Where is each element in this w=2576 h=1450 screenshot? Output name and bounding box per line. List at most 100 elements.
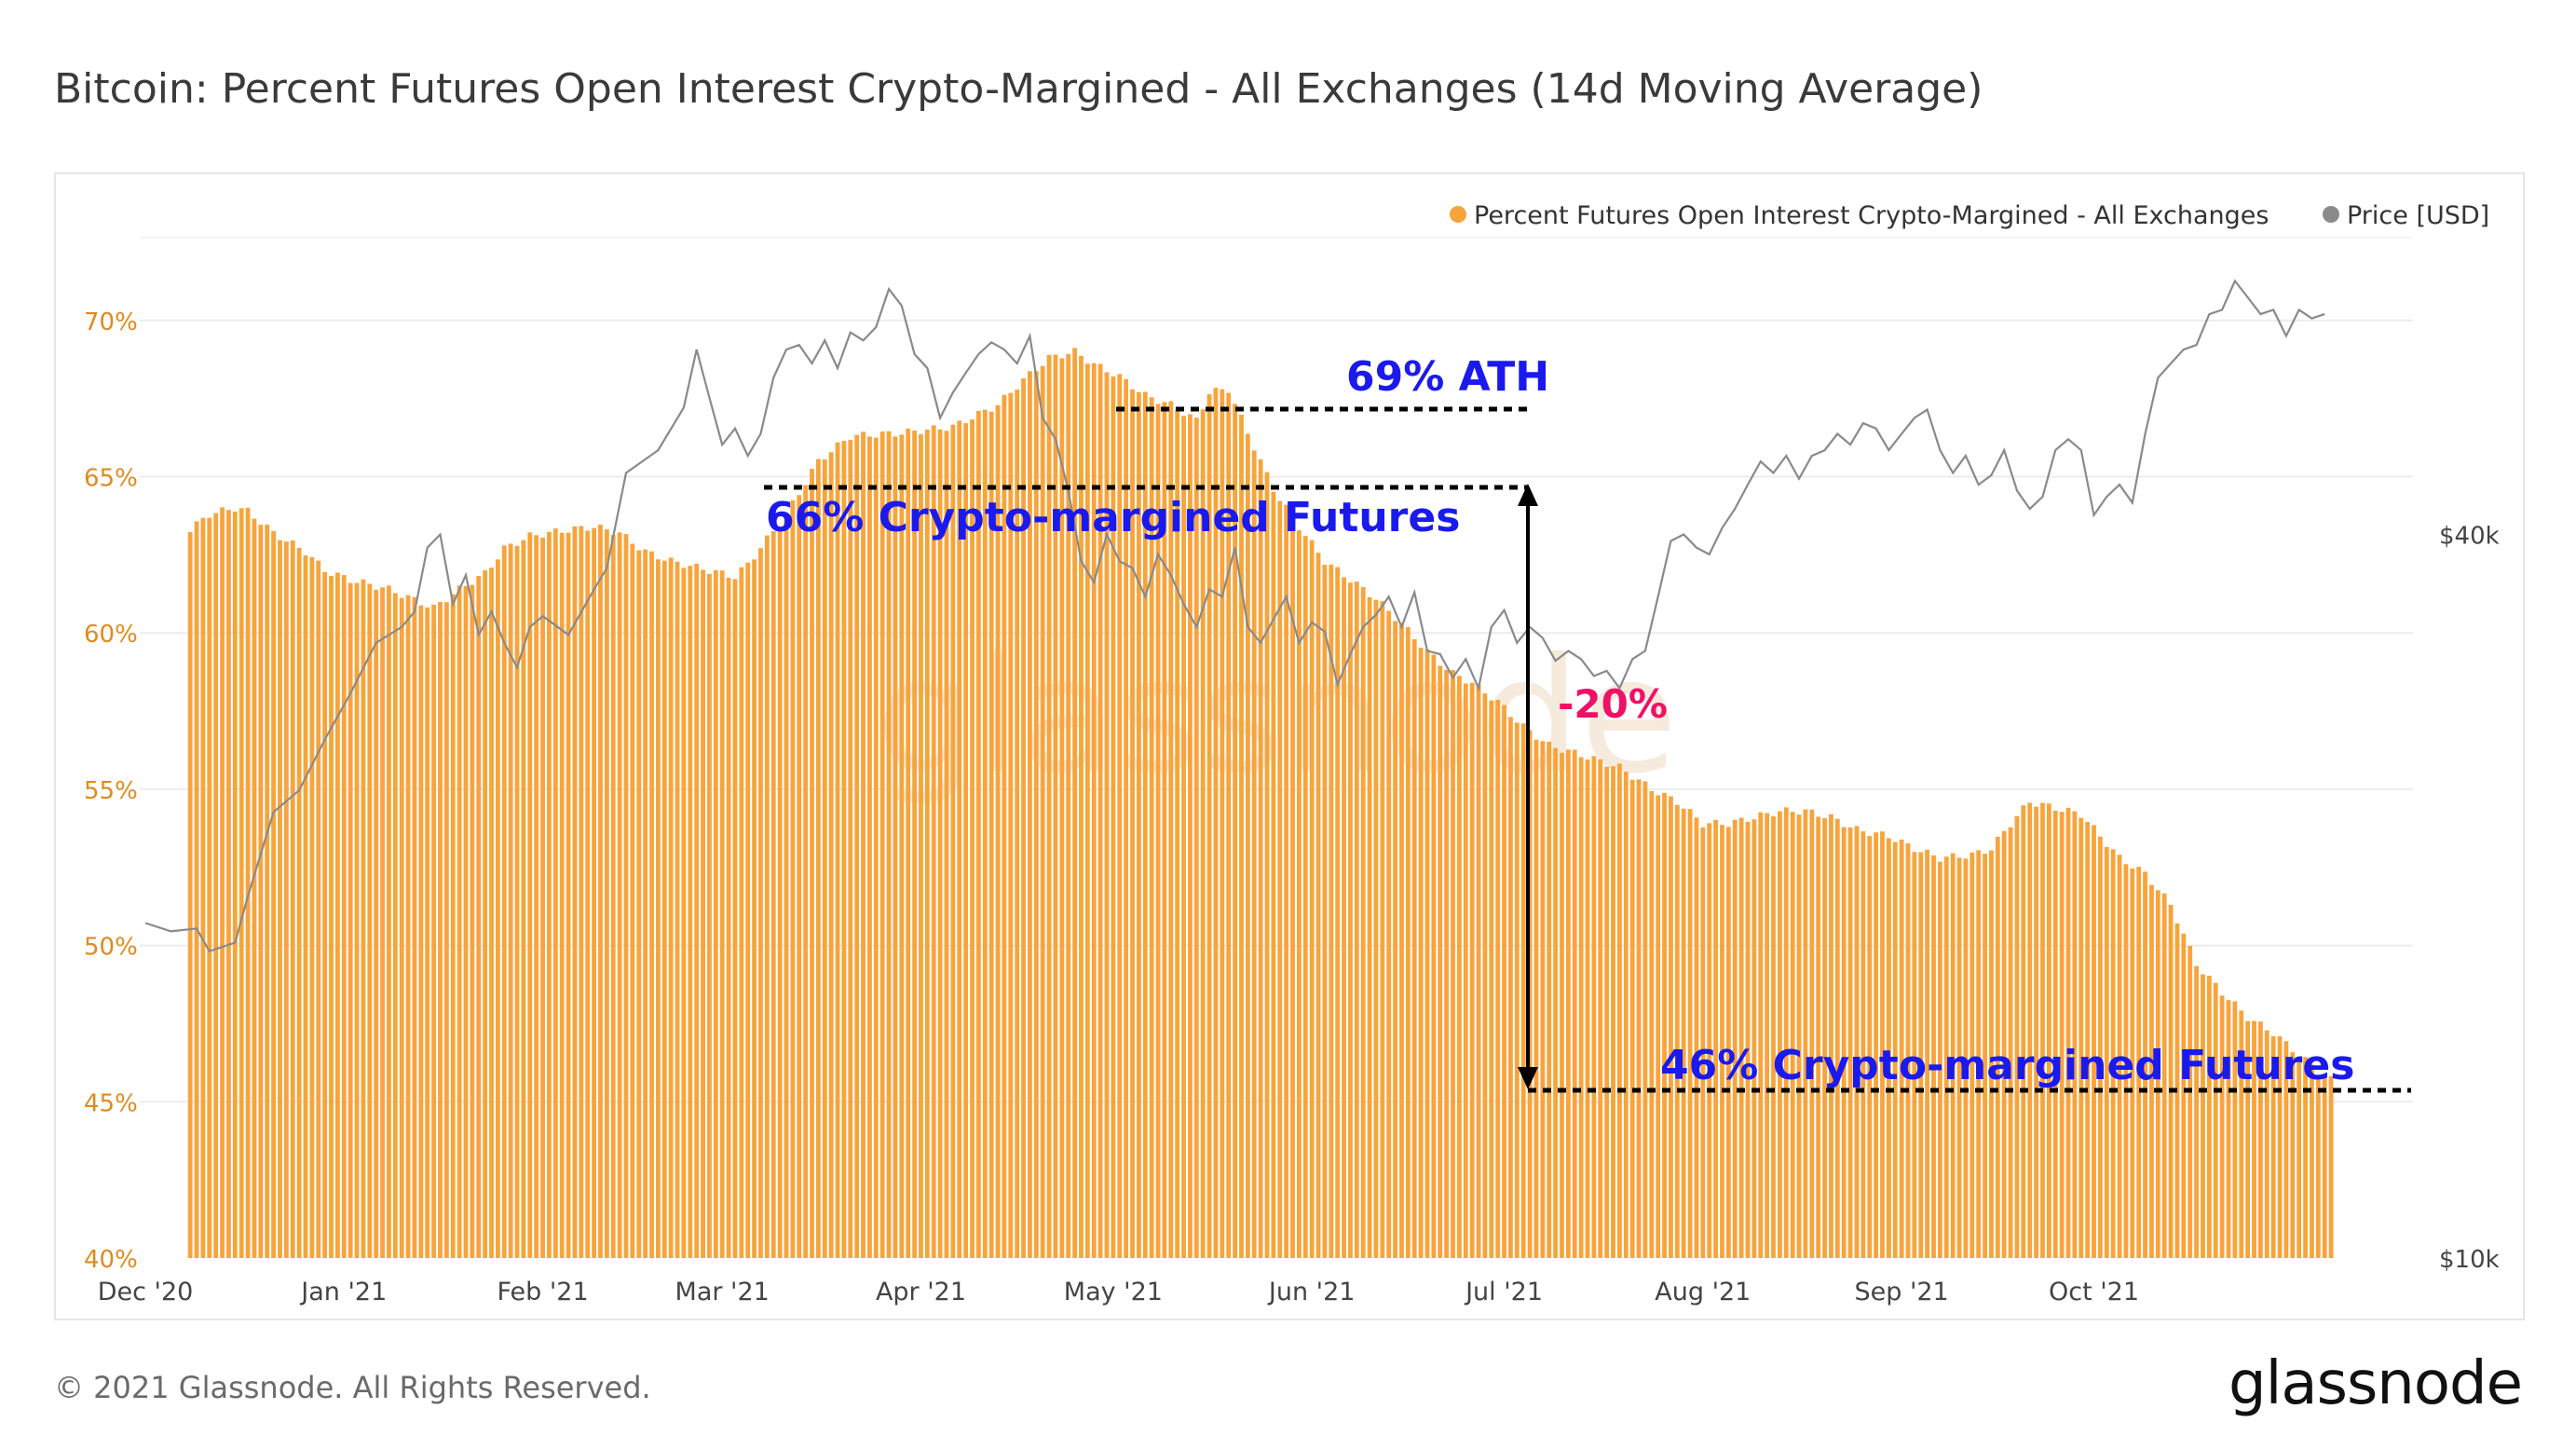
bar — [220, 507, 225, 1258]
bar — [2290, 1052, 2296, 1258]
bar — [585, 530, 591, 1258]
bar — [963, 423, 969, 1258]
bar — [643, 549, 648, 1258]
bar — [2092, 825, 2096, 1258]
bar — [296, 547, 302, 1258]
chart-title: Bitcoin: Percent Futures Open Interest C… — [54, 65, 1983, 113]
bar — [1963, 858, 1969, 1258]
bar — [1297, 530, 1302, 1258]
bar — [668, 557, 674, 1258]
bar — [1354, 581, 1359, 1258]
bar — [745, 562, 751, 1258]
bar — [1028, 371, 1032, 1259]
bar — [2181, 933, 2187, 1258]
x-tick-label: Oct '21 — [2049, 1278, 2139, 1306]
bar — [2168, 904, 2174, 1258]
bar — [1367, 596, 1372, 1258]
bar — [2232, 1001, 2238, 1258]
bar — [2245, 1020, 2251, 1258]
bar — [418, 605, 424, 1258]
bar — [1783, 807, 1789, 1258]
bar — [726, 577, 731, 1258]
bar — [2014, 815, 2020, 1258]
bar — [405, 595, 411, 1258]
bar — [1591, 756, 1597, 1258]
bar — [2143, 871, 2147, 1258]
bar — [2104, 846, 2109, 1258]
bar — [2065, 807, 2071, 1258]
bar — [1553, 747, 1558, 1258]
bar — [258, 525, 264, 1258]
y-left-tick-label: 70% — [84, 308, 138, 336]
x-tick-label: Jul '21 — [1464, 1278, 1543, 1306]
bar — [508, 543, 513, 1258]
bar — [1611, 766, 1615, 1258]
bar — [290, 540, 295, 1258]
bar — [937, 429, 943, 1258]
bar — [2155, 890, 2160, 1258]
bar — [187, 532, 193, 1258]
bar — [1130, 389, 1135, 1259]
bar — [924, 430, 930, 1258]
bar — [1168, 401, 1174, 1258]
bar — [1277, 500, 1283, 1258]
bar — [2117, 855, 2122, 1258]
bar — [1084, 363, 1090, 1258]
bar — [1976, 850, 1982, 1258]
bar — [1342, 577, 1346, 1258]
bar — [2322, 1076, 2327, 1258]
x-tick-label: Apr '21 — [876, 1278, 966, 1306]
bar — [2303, 1057, 2308, 1258]
bar — [380, 587, 385, 1258]
bar — [1520, 723, 1526, 1258]
bar — [1943, 856, 1949, 1258]
bar — [592, 527, 596, 1258]
bar — [309, 556, 315, 1258]
bar — [2130, 868, 2135, 1258]
x-tick-label: Feb '21 — [497, 1278, 588, 1306]
bar — [1572, 749, 1577, 1258]
bar — [604, 529, 609, 1258]
bar — [1399, 622, 1404, 1258]
bar — [1405, 626, 1411, 1258]
drop-arrow-head-up — [1518, 484, 1538, 506]
bar — [610, 535, 616, 1258]
footer-copyright: © 2021 Glassnode. All Rights Reserved. — [54, 1370, 651, 1405]
bar — [1213, 388, 1219, 1258]
bar — [790, 499, 796, 1258]
bar — [496, 559, 500, 1258]
bar — [694, 563, 700, 1258]
bar — [1694, 817, 1699, 1258]
bar — [1181, 416, 1186, 1259]
bar — [1348, 582, 1353, 1258]
bar — [1495, 699, 1501, 1258]
bar — [770, 531, 776, 1258]
bar — [1758, 812, 1764, 1258]
bar — [701, 569, 705, 1258]
level-66-label: 66% Crypto-margined Futures — [766, 494, 1460, 541]
bar — [752, 559, 756, 1258]
y-left-tick-label: 55% — [84, 777, 138, 805]
bar — [271, 530, 276, 1258]
bar — [1393, 621, 1397, 1258]
bar — [348, 582, 353, 1258]
bar — [1931, 855, 1936, 1258]
annotations: 69% ATH 66% Crypto-margined Futures -20%… — [764, 353, 2411, 1093]
bar — [1778, 811, 1782, 1258]
bar — [1290, 515, 1295, 1258]
bar — [707, 573, 712, 1258]
bar — [1892, 841, 1898, 1258]
bar — [1002, 394, 1007, 1258]
bar — [1329, 564, 1334, 1258]
drop-label: -20% — [1558, 681, 1668, 727]
bar — [617, 532, 622, 1258]
bar — [1918, 852, 1924, 1258]
bar — [2072, 811, 2078, 1258]
bar — [1040, 365, 1045, 1259]
bar — [278, 540, 282, 1258]
bar — [316, 560, 321, 1258]
bar — [1732, 819, 1738, 1258]
bar — [912, 431, 917, 1258]
bar — [1315, 553, 1321, 1258]
bar — [387, 585, 391, 1258]
